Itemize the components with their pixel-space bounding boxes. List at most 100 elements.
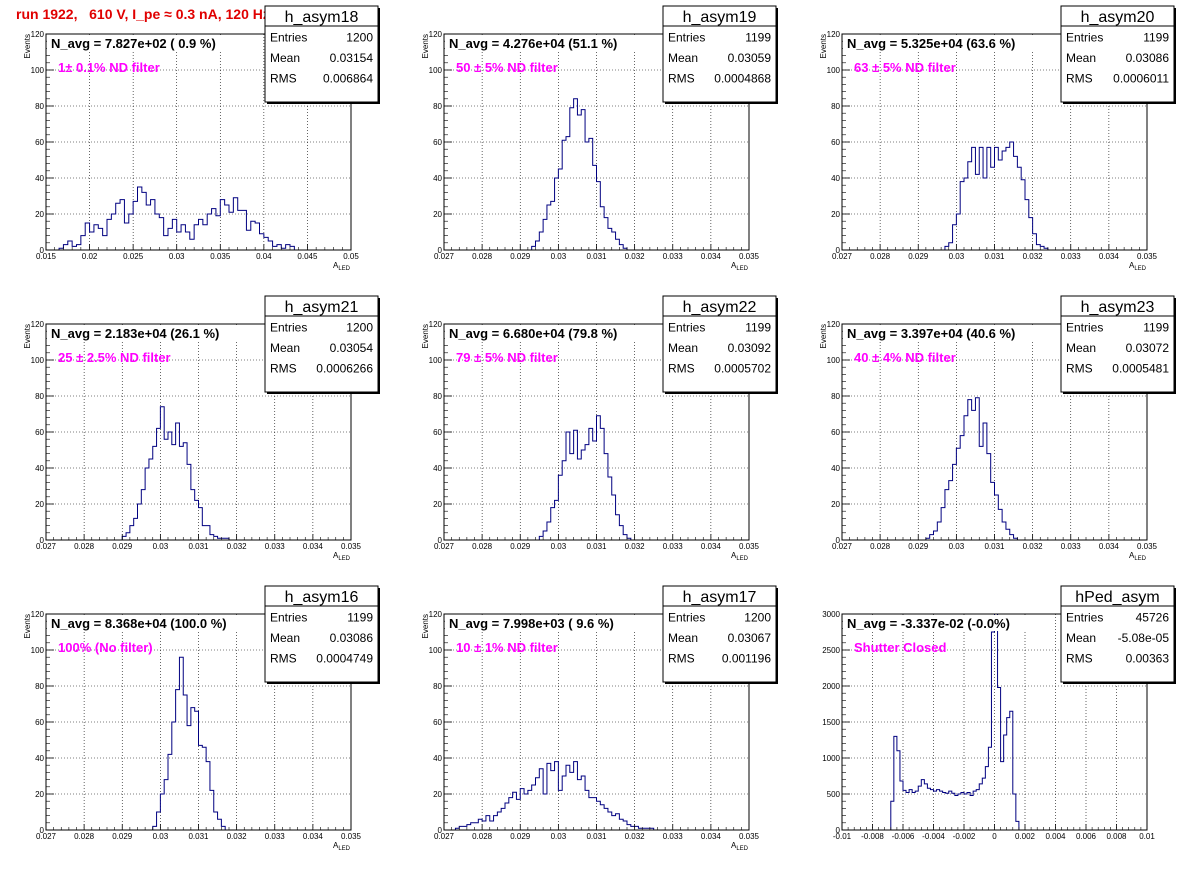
stats-title: h_asym23 (1081, 299, 1155, 316)
histogram-bin (138, 187, 142, 250)
x-tick-label: 0.03 (551, 832, 567, 841)
histogram-bin (960, 182, 964, 250)
x-tick-label: 0.05 (343, 252, 359, 261)
histogram-bin (1021, 180, 1025, 250)
histogram-bin (528, 790, 532, 830)
histogram-bin (142, 192, 146, 250)
histogram-bin (72, 246, 76, 250)
histogram-bin (185, 232, 189, 250)
y-tick-label: 100 (429, 66, 443, 75)
stats-value: 0.03092 (728, 341, 772, 355)
histogram-bin (631, 826, 635, 830)
histogram-bin (179, 446, 183, 540)
histogram-bin (124, 223, 128, 250)
histogram-outline (890, 613, 1020, 830)
histogram-bin (191, 708, 195, 830)
x-tick-label: -0.01 (833, 832, 852, 841)
stats-key: RMS (1066, 362, 1093, 376)
histogram-bin (1006, 529, 1010, 540)
histogram-bin (577, 459, 581, 540)
y-tick-label: 40 (831, 464, 840, 473)
stats-title: h_asym19 (683, 9, 757, 26)
stats-value: 0.03072 (1126, 341, 1170, 355)
histogram-bin (921, 780, 924, 830)
x-tick-label: 0.029 (908, 542, 929, 551)
histogram-bin (494, 816, 498, 830)
histogram-bin (251, 221, 255, 250)
stats-key: Mean (1066, 341, 1096, 355)
histogram-bin (558, 475, 562, 540)
stats-key: Mean (668, 341, 698, 355)
stats-key: RMS (668, 72, 695, 86)
histogram-outline (538, 415, 632, 540)
navg-background (843, 35, 1039, 51)
filter-label: 63 ± 5% ND filter (854, 60, 956, 75)
x-tick-label: 0.008 (1106, 832, 1127, 841)
navg-background (47, 615, 243, 631)
stats-key: Mean (270, 51, 300, 65)
histogram-bin (160, 794, 164, 830)
histogram-bin (459, 826, 463, 830)
histogram-bin (934, 791, 937, 830)
histogram-bin (616, 814, 620, 830)
x-tick-label: 0.028 (74, 832, 95, 841)
histogram-bin (991, 167, 995, 250)
y-axis-title: Events (23, 614, 32, 638)
histogram-bin (157, 428, 161, 540)
stats-value: 1200 (346, 321, 373, 335)
histogram-bin (238, 210, 242, 250)
histogram-bin (478, 819, 482, 830)
y-tick-label: 60 (831, 138, 840, 147)
histogram-bin (168, 754, 172, 830)
histogram-bin (558, 169, 562, 250)
histogram-bin (210, 535, 214, 540)
histogram-bin (179, 657, 183, 830)
histogram-bin (975, 398, 979, 540)
histogram-bin (930, 790, 933, 830)
x-tick-label: 0.034 (1099, 252, 1120, 261)
histogram-bin (1036, 245, 1040, 250)
histogram-bin (199, 508, 203, 540)
histogram-bin (471, 823, 475, 830)
stats-value: 0.001196 (722, 652, 771, 666)
y-tick-label: 500 (827, 790, 841, 799)
x-tick-label: 0.032 (227, 542, 248, 551)
histogram-bin (604, 454, 608, 540)
histogram-bin (547, 205, 551, 250)
histogram-bin (176, 690, 180, 830)
y-tick-label: 40 (433, 754, 442, 763)
histogram-panel-hPed_asym: -0.01 -0.008 -0.006 -0.004 -0.002 0 0.002 0.004… (796, 580, 1194, 870)
y-tick-label: 2500 (822, 646, 840, 655)
histogram-bin (168, 432, 172, 540)
stats-key: RMS (1066, 72, 1093, 86)
histogram-bin (562, 776, 566, 830)
navg-label: N_avg = 7.998e+03 ( 9.6 %) (449, 616, 614, 631)
histogram-bin (207, 214, 211, 250)
histogram-bin (941, 508, 945, 540)
histogram-bin (964, 416, 968, 540)
y-axis-title: Events (421, 34, 430, 58)
histogram-panel-h_asym17: 0.027 0.028 0.029 0.03 0.031 0.032 0.033 0.034 0… (398, 580, 796, 870)
navg-label: N_avg = -3.337e-02 (-0.0%) (847, 616, 1010, 631)
histogram-bin (600, 805, 604, 830)
histogram-bin (574, 99, 578, 250)
histogram-bin (153, 826, 157, 830)
y-tick-label: 20 (433, 210, 442, 219)
histogram-bin (187, 464, 191, 540)
stats-key: Mean (1066, 631, 1096, 645)
histogram-bin (225, 205, 229, 250)
histogram-bin (558, 790, 562, 830)
histogram-bin (183, 443, 187, 540)
histogram-panel-h_asym23: 0.027 0.028 0.029 0.03 0.031 0.032 0.033 0.034 0… (796, 290, 1194, 580)
x-tick-label: 0.03 (169, 252, 185, 261)
histogram-bin (956, 448, 960, 540)
stats-box: hPed_asym Entries 45726 Mean -5.08e-05 RMS 0.0… (1060, 585, 1176, 684)
y-tick-label: 40 (433, 174, 442, 183)
histogram-bin (501, 808, 505, 830)
x-tick-label: 0.035 (341, 542, 362, 551)
histogram-bin (543, 219, 547, 250)
x-tick-label: 0.032 (1023, 542, 1044, 551)
x-tick-label: 0.027 (36, 832, 57, 841)
x-tick-label: 0.028 (870, 252, 891, 261)
x-tick-label: 0.027 (434, 252, 455, 261)
